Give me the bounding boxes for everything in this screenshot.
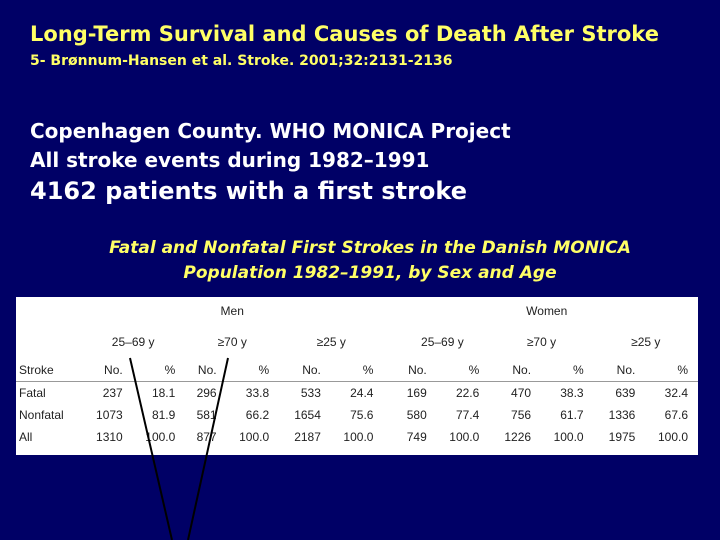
group-header-men: Men xyxy=(220,304,244,318)
table-cell: 580 xyxy=(406,408,427,422)
row-header-stroke: Stroke xyxy=(16,359,81,382)
col-header-no: No. xyxy=(489,359,532,382)
table-cell: 67.6 xyxy=(664,408,688,422)
table-row: All 1310 100.0 877 100.0 2187 100.0 749 … xyxy=(16,426,698,448)
table-cell: 169 xyxy=(406,386,427,400)
age-header: 25–69 y xyxy=(111,335,155,349)
table-row: Nonfatal 1073 81.9 581 66.2 1654 75.6 58… xyxy=(16,404,698,426)
table-cell: 100.0 xyxy=(449,430,480,444)
row-label: All xyxy=(19,430,33,444)
table-row: Fatal 237 18.1 296 33.8 533 24.4 169 22.… xyxy=(16,382,698,405)
table-cell: 32.4 xyxy=(664,386,688,400)
table-cell: 756 xyxy=(511,408,532,422)
table-caption-line-2: Population 1982–1991, by Sex and Age xyxy=(183,263,557,283)
stroke-table: Men Women 25–69 y ≥70 y ≥25 y 25–69 y ≥7… xyxy=(16,297,698,455)
table-cell: 1336 xyxy=(608,408,636,422)
group-header-women: Women xyxy=(526,304,568,318)
age-header: 25–69 y xyxy=(421,335,464,349)
table-cell: 100.0 xyxy=(553,430,584,444)
row-label: Fatal xyxy=(19,386,46,400)
table-cell: 100.0 xyxy=(657,430,688,444)
col-header-pct: % xyxy=(426,359,490,382)
table-cell: 1226 xyxy=(504,430,532,444)
study-line-1: Copenhagen County. WHO MONICA Project xyxy=(30,119,511,143)
table-cell: 237 xyxy=(102,386,123,400)
table-cell: 66.2 xyxy=(245,408,270,422)
col-header-pct: % xyxy=(320,359,384,382)
slide-title: Long-Term Survival and Causes of Death A… xyxy=(30,22,659,46)
table-cell: 877 xyxy=(196,430,217,444)
table-cell: 1654 xyxy=(294,408,321,422)
table-cell: 749 xyxy=(406,430,427,444)
table-cell: 2187 xyxy=(294,430,321,444)
age-header: ≥25 y xyxy=(316,335,346,349)
col-header-pct: % xyxy=(216,359,280,382)
col-header-no: No. xyxy=(593,359,636,382)
table-cell: 38.3 xyxy=(560,386,584,400)
col-header-pct: % xyxy=(531,359,594,382)
study-line-2: All stroke events during 1982–1991 xyxy=(30,148,430,172)
col-header-no: No. xyxy=(279,359,321,382)
table-cell: 470 xyxy=(511,386,532,400)
col-header-no: No. xyxy=(395,359,427,382)
table-cell: 639 xyxy=(615,386,636,400)
table-cell: 100.0 xyxy=(343,430,374,444)
table-cell: 22.6 xyxy=(455,386,480,400)
patient-count-line: 4162 patients with a first stroke xyxy=(30,177,467,205)
reference-citation: 5- Brønnum-Hansen et al. Stroke. 2001;32… xyxy=(30,53,453,69)
col-header-pct: % xyxy=(122,359,186,382)
row-label: Nonfatal xyxy=(19,408,64,422)
col-header-pct: % xyxy=(635,359,698,382)
table-cell: 81.9 xyxy=(151,408,176,422)
table-cell: 1975 xyxy=(608,430,636,444)
table-cell: 18.1 xyxy=(151,386,176,400)
age-header: ≥25 y xyxy=(631,335,661,349)
table-cell: 61.7 xyxy=(560,408,584,422)
table-cell: 1073 xyxy=(96,408,123,422)
table-caption-line-1: Fatal and Nonfatal First Strokes in the … xyxy=(109,238,631,258)
table-cell: 33.8 xyxy=(245,386,270,400)
table-cell: 1310 xyxy=(96,430,123,444)
table-cell: 77.4 xyxy=(455,408,480,422)
table-cell: 296 xyxy=(196,386,217,400)
table-cell: 100.0 xyxy=(145,430,176,444)
age-header: ≥70 y xyxy=(526,335,557,349)
col-header-no: No. xyxy=(81,359,123,382)
col-header-no: No. xyxy=(185,359,217,382)
table-cell: 533 xyxy=(300,386,321,400)
table-cell: 75.6 xyxy=(350,408,374,422)
age-header: ≥70 y xyxy=(217,335,247,349)
table-cell: 100.0 xyxy=(239,430,270,444)
table-cell: 24.4 xyxy=(350,386,374,400)
table-cell: 581 xyxy=(196,408,217,422)
